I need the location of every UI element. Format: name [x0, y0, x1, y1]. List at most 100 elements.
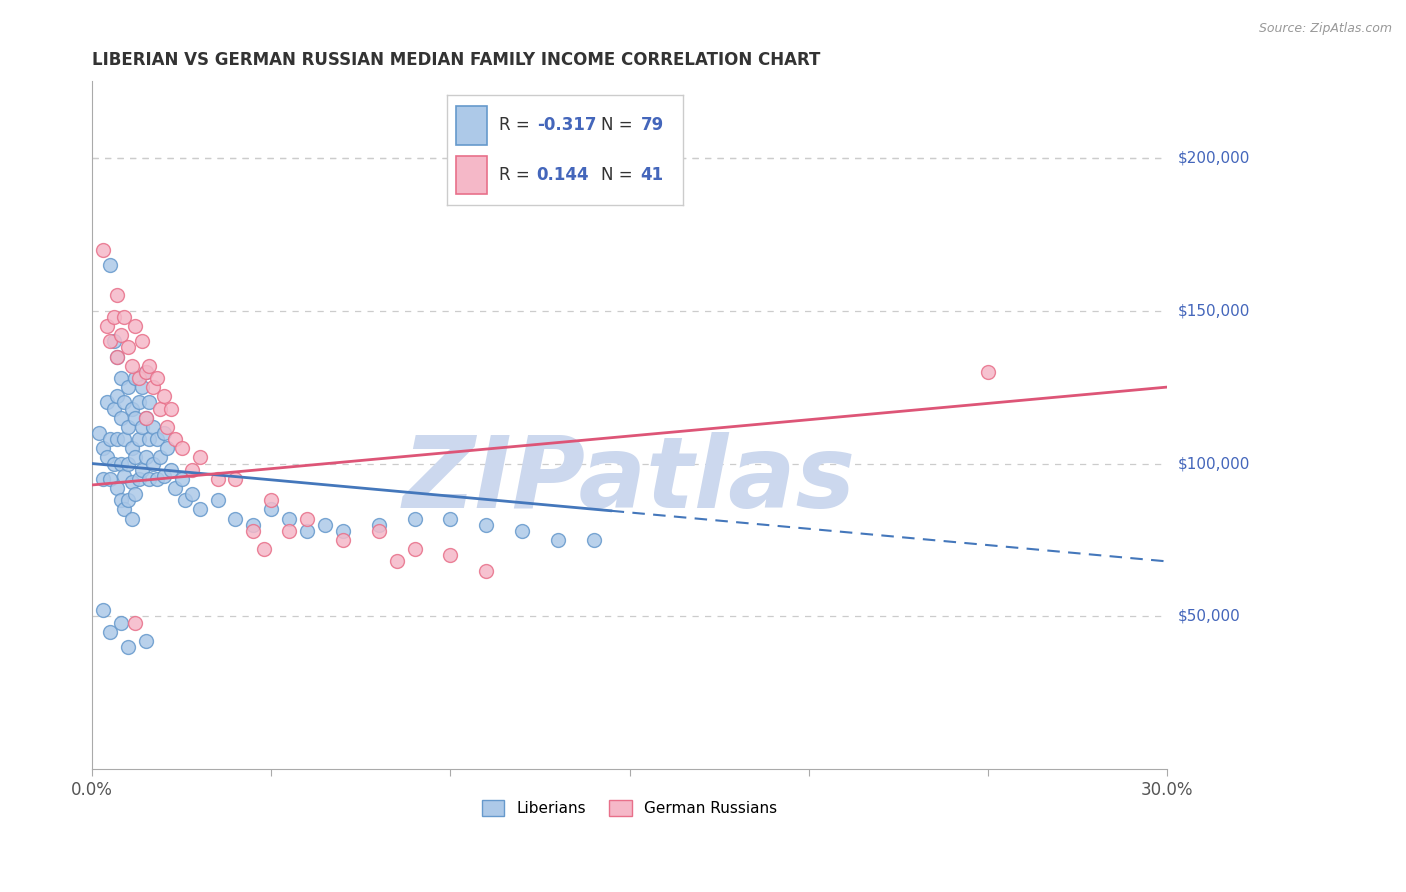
Point	[105, 350, 128, 364]
Point	[170, 442, 193, 456]
Point	[110, 371, 132, 385]
Point	[98, 334, 121, 349]
Point	[181, 463, 204, 477]
Point	[128, 395, 150, 409]
Point	[117, 493, 139, 508]
Point	[103, 334, 125, 349]
Point	[242, 517, 264, 532]
Point	[163, 432, 186, 446]
Point	[145, 472, 167, 486]
Legend: Liberians, German Russians: Liberians, German Russians	[474, 792, 785, 823]
Point	[91, 243, 114, 257]
Point	[149, 450, 172, 465]
Point	[131, 420, 153, 434]
Point	[98, 258, 121, 272]
Point	[96, 450, 118, 465]
Point	[138, 359, 160, 373]
Point	[977, 365, 1000, 379]
Point	[89, 425, 111, 440]
Point	[385, 554, 408, 568]
Point	[207, 493, 229, 508]
Point	[314, 517, 336, 532]
Point	[121, 475, 143, 489]
Point	[112, 395, 135, 409]
Point	[105, 432, 128, 446]
Point	[96, 318, 118, 333]
Point	[404, 511, 426, 525]
Point	[135, 410, 157, 425]
Point	[135, 365, 157, 379]
Point	[110, 410, 132, 425]
Point	[224, 511, 246, 525]
Point	[96, 395, 118, 409]
Text: ZIPatlas: ZIPatlas	[404, 432, 856, 529]
Point	[475, 564, 498, 578]
Point	[367, 517, 389, 532]
Point	[91, 472, 114, 486]
Point	[117, 380, 139, 394]
Point	[103, 401, 125, 416]
Point	[135, 633, 157, 648]
Point	[117, 457, 139, 471]
Point	[278, 524, 301, 538]
Point	[145, 432, 167, 446]
Point	[242, 524, 264, 538]
Point	[170, 472, 193, 486]
Point	[174, 493, 197, 508]
Point	[142, 420, 165, 434]
Point	[153, 389, 176, 403]
Point	[156, 442, 179, 456]
Point	[153, 425, 176, 440]
Point	[142, 457, 165, 471]
Point	[98, 432, 121, 446]
Point	[112, 310, 135, 324]
Point	[131, 380, 153, 394]
Point	[295, 524, 318, 538]
Point	[124, 615, 146, 630]
Point	[91, 603, 114, 617]
Text: $150,000: $150,000	[1178, 303, 1250, 318]
Point	[295, 511, 318, 525]
Point	[131, 334, 153, 349]
Point	[547, 533, 569, 547]
Point	[117, 420, 139, 434]
Point	[367, 524, 389, 538]
Text: $200,000: $200,000	[1178, 150, 1250, 165]
Point	[260, 502, 283, 516]
Text: LIBERIAN VS GERMAN RUSSIAN MEDIAN FAMILY INCOME CORRELATION CHART: LIBERIAN VS GERMAN RUSSIAN MEDIAN FAMILY…	[93, 51, 821, 69]
Point	[224, 472, 246, 486]
Point	[160, 401, 183, 416]
Point	[112, 502, 135, 516]
Point	[253, 542, 276, 557]
Point	[121, 401, 143, 416]
Point	[404, 542, 426, 557]
Point	[510, 524, 533, 538]
Point	[142, 380, 165, 394]
Point	[135, 410, 157, 425]
Point	[135, 365, 157, 379]
Text: $100,000: $100,000	[1178, 456, 1250, 471]
Point	[121, 442, 143, 456]
Point	[124, 450, 146, 465]
Point	[103, 457, 125, 471]
Point	[105, 350, 128, 364]
Point	[138, 395, 160, 409]
Point	[128, 371, 150, 385]
Point	[188, 502, 211, 516]
Point	[145, 371, 167, 385]
Point	[138, 432, 160, 446]
Point	[582, 533, 605, 547]
Point	[131, 463, 153, 477]
Point	[439, 549, 461, 563]
Point	[207, 472, 229, 486]
Point	[105, 288, 128, 302]
Point	[156, 420, 179, 434]
Point	[110, 615, 132, 630]
Point	[124, 371, 146, 385]
Point	[278, 511, 301, 525]
Point	[117, 640, 139, 654]
Point	[112, 468, 135, 483]
Point	[110, 457, 132, 471]
Point	[110, 493, 132, 508]
Point	[121, 359, 143, 373]
